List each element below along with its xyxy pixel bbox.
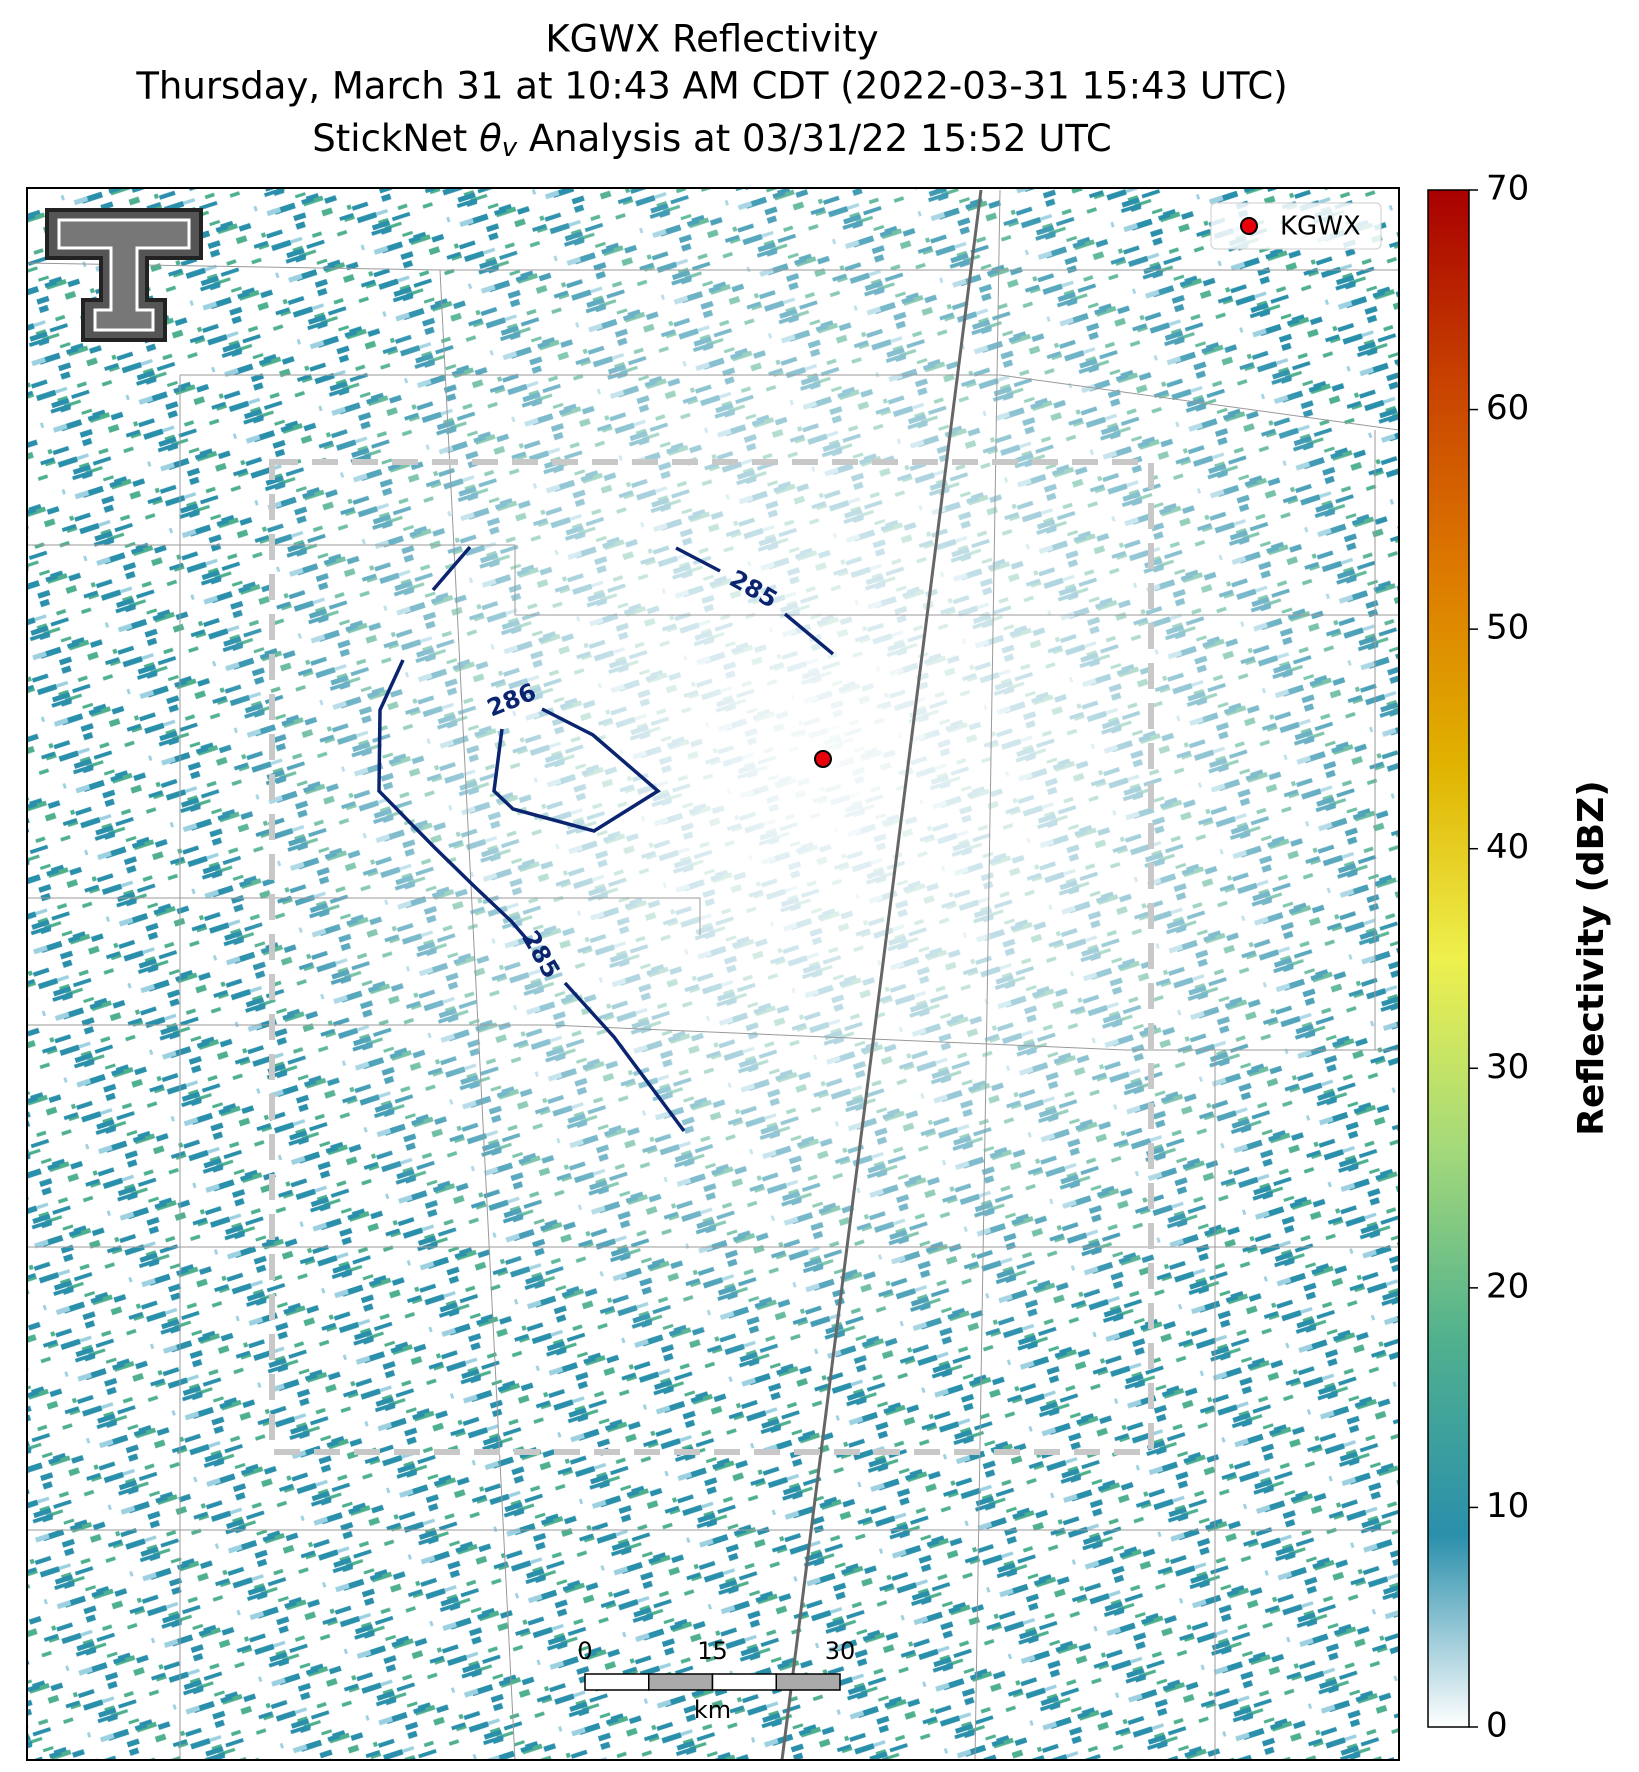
legend-marker xyxy=(1240,217,1258,235)
contour-line xyxy=(377,659,686,1133)
colorbar-ticks: 0 10 20 30 40 50 60 70 xyxy=(1469,169,1529,1746)
subtitle-text: StickNet xyxy=(312,117,479,160)
legend-label: KGWX xyxy=(1280,212,1361,242)
colorbar xyxy=(1427,189,1470,1728)
county-line xyxy=(179,189,1376,1760)
colorbar-tick-label: 40 xyxy=(1486,827,1529,867)
colorbar-tick-label: 70 xyxy=(1486,169,1529,209)
scalebar-segment xyxy=(711,1673,777,1691)
scalebar-segment xyxy=(775,1673,841,1691)
colorbar-tick-label: 30 xyxy=(1486,1047,1529,1087)
colorbar-tick-label: 10 xyxy=(1486,1486,1529,1526)
scalebar-label: 0 xyxy=(577,1637,592,1665)
title: Thursday, March 31 at 10:43 AM CDT (2022… xyxy=(135,65,1287,108)
radar-site xyxy=(814,750,832,768)
contour-line xyxy=(492,707,661,833)
scalebar-segment xyxy=(584,1673,650,1691)
ttu-logo xyxy=(45,208,203,342)
scalebar: 0 15 30 km xyxy=(577,1637,855,1724)
subtitle: StickNet θv Analysis at 03/31/22 15:52 U… xyxy=(312,117,1111,163)
colorbar-tick-label: 0 xyxy=(1486,1706,1508,1746)
county-line xyxy=(27,1024,1399,1051)
subtitle-subscript: v xyxy=(502,133,518,163)
county-line xyxy=(180,374,1399,431)
interstate xyxy=(780,189,983,1760)
scalebar-unit: km xyxy=(694,1696,731,1724)
colorbar-tick-label: 50 xyxy=(1486,608,1529,648)
scalebar-label: 30 xyxy=(825,1637,856,1665)
contour-line xyxy=(675,546,835,656)
county-lines xyxy=(27,189,1399,1760)
subtitle-symbol: θ xyxy=(479,117,502,160)
title: KGWX Reflectivity xyxy=(545,18,878,61)
contour-line xyxy=(431,545,472,592)
county-line xyxy=(27,544,1399,616)
colorbar-label: Reflectivity (dBZ) xyxy=(1571,780,1612,1135)
county-line xyxy=(27,897,701,935)
map-frame xyxy=(26,187,1400,1761)
scalebar-label: 15 xyxy=(697,1637,728,1665)
subtitle-text: Analysis at 03/31/22 15:52 UTC xyxy=(517,117,1112,160)
legend-box xyxy=(1210,202,1382,250)
colorbar-tick-label: 60 xyxy=(1486,388,1529,428)
scalebar-segment xyxy=(648,1673,714,1691)
colorbar-tick-label: 20 xyxy=(1486,1266,1529,1306)
radar-clear-zone xyxy=(27,188,1399,1760)
logo-shape xyxy=(57,218,191,332)
analysis-domain xyxy=(269,459,1154,1455)
